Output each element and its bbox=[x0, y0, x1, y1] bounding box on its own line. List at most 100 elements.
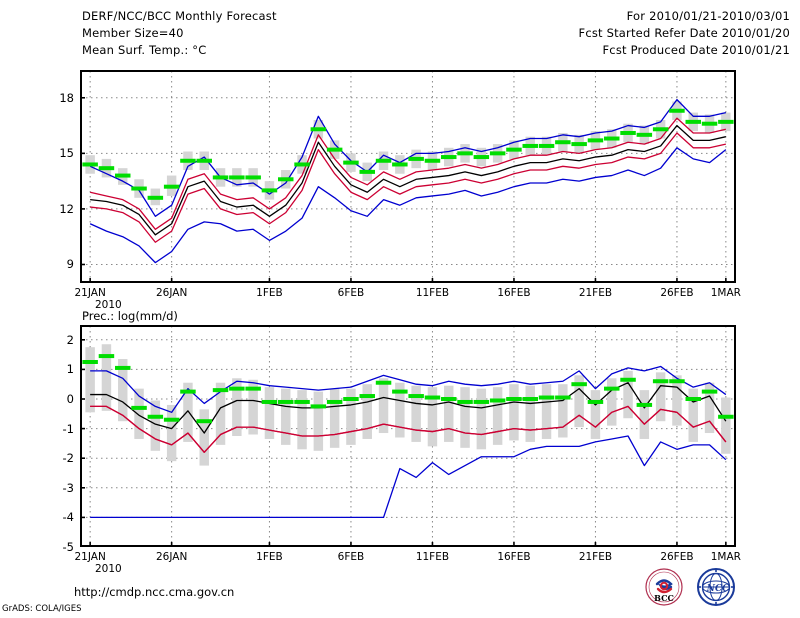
median-bar bbox=[196, 158, 212, 163]
median-bar bbox=[473, 155, 490, 160]
median-bar bbox=[571, 142, 587, 147]
x-tick-label: 11FEB bbox=[415, 551, 450, 563]
median-bar bbox=[115, 173, 131, 178]
iqr-box bbox=[85, 347, 95, 413]
median-bar bbox=[669, 108, 685, 113]
x-tick-label: 16FEB bbox=[497, 287, 531, 299]
svg-text:BCC: BCC bbox=[654, 593, 674, 603]
cmdp-url[interactable]: http://cmdp.ncc.cma.gov.cn bbox=[74, 585, 235, 599]
x-tick-label: 21FEB bbox=[578, 551, 613, 563]
median-bar bbox=[98, 354, 115, 359]
precipitation-chart bbox=[80, 325, 736, 547]
median-bar bbox=[424, 158, 441, 163]
iqr-box bbox=[525, 385, 535, 442]
median-bar bbox=[718, 119, 734, 124]
median-bar bbox=[163, 417, 180, 422]
iqr-box bbox=[541, 384, 552, 439]
median-bar bbox=[538, 143, 555, 148]
median-bar bbox=[506, 147, 522, 152]
median-bar bbox=[294, 399, 310, 404]
median-bar bbox=[718, 414, 734, 419]
median-bar bbox=[441, 397, 457, 401]
iqr-box bbox=[411, 385, 421, 442]
x-tick-label: 21JAN bbox=[74, 287, 106, 299]
median-bar bbox=[310, 127, 327, 132]
iqr-box bbox=[150, 400, 161, 451]
median-bar bbox=[131, 405, 147, 410]
y-tick-label: -5 bbox=[62, 540, 74, 554]
iqr-box bbox=[655, 372, 666, 422]
series-line-max bbox=[89, 98, 726, 217]
bcc-logo: BCC bbox=[645, 568, 683, 606]
median-bar bbox=[408, 156, 424, 161]
forecast-title: DERF/NCC/BCC Monthly Forecast bbox=[82, 9, 277, 23]
median-bar bbox=[196, 419, 212, 424]
iqr-box bbox=[476, 388, 487, 450]
iqr-box bbox=[607, 378, 617, 426]
median-bar bbox=[229, 175, 245, 180]
iqr-box bbox=[558, 384, 568, 438]
median-bar bbox=[571, 382, 587, 387]
iqr-box bbox=[199, 409, 209, 466]
temperature-chart bbox=[80, 70, 736, 283]
median-bar bbox=[555, 140, 571, 145]
iqr-box bbox=[118, 359, 128, 422]
precipitation-plot-frame bbox=[80, 325, 736, 547]
x-tick-label: 6FEB bbox=[337, 551, 365, 563]
median-bar bbox=[489, 151, 506, 156]
series-line-min bbox=[90, 435, 727, 519]
median-bar bbox=[229, 386, 245, 391]
forecast-period: For 2010/01/21-2010/03/01 bbox=[626, 9, 790, 23]
median-bar bbox=[652, 379, 669, 384]
median-bar bbox=[115, 365, 131, 370]
y-tick-label: 18 bbox=[59, 90, 74, 105]
median-bar bbox=[310, 404, 327, 409]
median-bar bbox=[538, 395, 555, 400]
y-tick-label: 0 bbox=[66, 392, 74, 406]
y-tick-label: 2 bbox=[66, 332, 74, 347]
iqr-box bbox=[460, 387, 470, 448]
y-tick-label: 9 bbox=[66, 257, 74, 272]
iqr-box bbox=[329, 388, 340, 448]
y-tick-label: 1 bbox=[66, 362, 74, 377]
grads-credit: GrADS: COLA/IGES bbox=[2, 604, 82, 614]
x-axis-year-temp: 2010 bbox=[95, 299, 122, 311]
series-line-min bbox=[89, 147, 727, 264]
iqr-box bbox=[215, 382, 226, 445]
x-tick-label: 26JAN bbox=[155, 551, 188, 563]
median-bar bbox=[180, 389, 196, 394]
svg-text:NCC: NCC bbox=[706, 584, 730, 594]
median-bar bbox=[326, 147, 343, 152]
median-bar bbox=[506, 397, 522, 401]
median-bar bbox=[82, 360, 98, 364]
iqr-box bbox=[362, 384, 372, 439]
median-bar bbox=[163, 184, 180, 189]
median-bar bbox=[587, 138, 604, 143]
iqr-box bbox=[427, 387, 438, 447]
iqr-box bbox=[248, 379, 258, 435]
x-tick-label: 21FEB bbox=[578, 287, 613, 299]
x-tick-label: 16FEB bbox=[497, 551, 531, 563]
iqr-box bbox=[688, 388, 698, 442]
median-bar bbox=[82, 162, 98, 167]
median-bar bbox=[261, 188, 278, 193]
x-tick-label: 1FEB bbox=[256, 551, 283, 563]
series-line-max bbox=[90, 365, 727, 413]
median-bar bbox=[636, 132, 653, 137]
median-bar bbox=[587, 399, 604, 404]
temp-panel-title: Mean Surf. Temp.: °C bbox=[82, 43, 207, 57]
iqr-box bbox=[183, 382, 193, 442]
iqr-box bbox=[281, 388, 291, 445]
iqr-box bbox=[704, 382, 715, 434]
median-bar bbox=[489, 398, 506, 403]
iqr-box bbox=[264, 387, 275, 439]
iqr-box bbox=[672, 375, 682, 426]
y-tick-label: 12 bbox=[59, 201, 74, 216]
y-tick-label: -1 bbox=[62, 421, 74, 436]
iqr-box bbox=[492, 387, 503, 445]
iqr-box bbox=[297, 390, 307, 450]
median-bar bbox=[278, 177, 294, 182]
temperature-plot-area bbox=[80, 71, 735, 283]
member-size-label: Member Size=40 bbox=[82, 26, 184, 40]
series-line-q1 bbox=[90, 132, 726, 243]
